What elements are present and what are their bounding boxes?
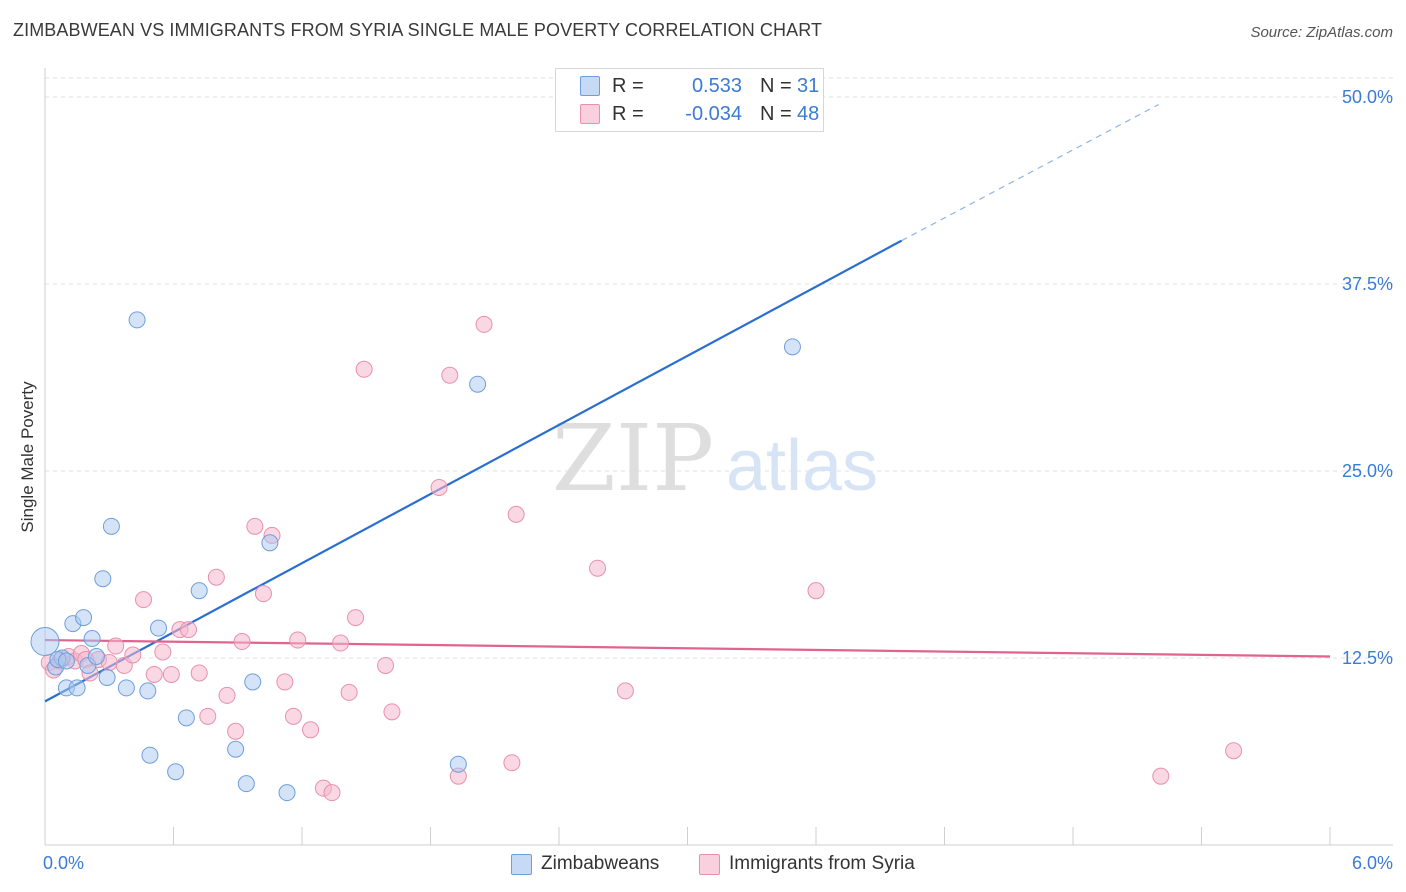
grid-lines (45, 77, 1393, 659)
x-tick-label: 6.0% (1352, 853, 1393, 873)
watermark-atlas: atlas (726, 426, 878, 506)
zimbabwean-point (261, 534, 279, 552)
zimbabwean-point (117, 679, 135, 697)
zimbabwean-point (237, 775, 255, 793)
syria-point (254, 585, 272, 603)
axes (44, 68, 1393, 846)
watermark: ZIP atlas (552, 405, 878, 512)
syria-point (323, 784, 341, 802)
syria-point (332, 634, 350, 652)
legend-r-label: R = (612, 103, 644, 125)
syria-point (475, 315, 493, 333)
syria-point (340, 683, 358, 701)
legend-n-value: 48 (797, 103, 820, 125)
legend-r-value: 0.533 (691, 75, 742, 97)
legend-label-syria: Immigrants from Syria (729, 853, 915, 874)
zimbabwean-point (167, 763, 185, 781)
data-points (30, 311, 1243, 802)
legend-r-label: R = (612, 75, 644, 97)
zimbabwean-point (57, 652, 75, 670)
zimbabwean-point (128, 311, 146, 329)
syria-point (162, 665, 180, 683)
syria-point (503, 754, 521, 772)
legend-swatch-pink (580, 104, 600, 124)
source-label: Source: ZipAtlas.com (1250, 24, 1393, 41)
syria-point (430, 478, 448, 496)
syria-point (190, 664, 208, 682)
watermark-zip: ZIP (552, 405, 714, 512)
syria-point (284, 707, 302, 725)
zimbabwean-point (102, 517, 120, 535)
zimbabwean-point (141, 746, 159, 764)
y-tick-label: 50.0% (1342, 87, 1393, 107)
syria-point (276, 673, 294, 691)
syria-point (107, 637, 125, 655)
syria-point (589, 559, 607, 577)
syria-trend-line (44, 638, 1331, 658)
syria-point (302, 721, 320, 739)
zimbabwean-point-large (30, 627, 60, 657)
legend-label-zimbabweans: Zimbabweans (541, 853, 660, 874)
syria-point (124, 646, 142, 664)
syria-point (145, 665, 163, 683)
y-tick-label: 12.5% (1342, 648, 1393, 668)
syria-point (233, 633, 251, 651)
legend-swatch-blue (580, 76, 600, 96)
zimbabwean-point (75, 609, 93, 627)
zimbabwean-point (68, 679, 86, 697)
zimbabwean-trend-extension (901, 103, 1159, 242)
zimbabwean-point (449, 755, 467, 773)
syria-point (1152, 767, 1170, 785)
zimbabwean-point (150, 619, 168, 637)
zimbabwean-point (469, 375, 487, 393)
zimbabwean-point (83, 630, 101, 648)
zimbabwean-point (177, 709, 195, 727)
legend-r-value: -0.034 (685, 103, 742, 125)
legend-n-label: N = (760, 75, 792, 97)
syria-point (441, 366, 459, 384)
x-tick-labels: 0.0% 6.0% (43, 853, 1393, 873)
syria-point (1225, 742, 1243, 760)
syria-point (616, 682, 634, 700)
correlation-legend: R = 0.533 N = 31 R = -0.034 N = 48 (555, 68, 824, 132)
legend-swatch-blue (511, 854, 532, 875)
syria-point (807, 582, 825, 600)
syria-point (207, 568, 225, 586)
syria-point (135, 591, 153, 609)
legend-n-label: N = (760, 103, 792, 125)
syria-point (154, 643, 172, 661)
zimbabwean-point (278, 784, 296, 802)
syria-point (383, 703, 401, 721)
syria-point (227, 722, 245, 740)
syria-point (179, 621, 197, 639)
x-tick-label: 0.0% (43, 853, 84, 873)
zimbabwean-point (244, 673, 262, 691)
syria-point (246, 517, 264, 535)
syria-point (289, 631, 307, 649)
zimbabwean-point (139, 682, 157, 700)
syria-point (218, 686, 236, 704)
legend-swatch-pink (699, 854, 720, 875)
syria-point (347, 609, 365, 627)
zimbabwean-point (98, 668, 116, 686)
chart-title: ZIMBABWEAN VS IMMIGRANTS FROM SYRIA SING… (13, 20, 823, 40)
syria-point (507, 505, 525, 523)
series-legend: Zimbabweans Immigrants from Syria (0, 852, 1406, 876)
syria-point (355, 360, 373, 378)
zimbabwean-point (190, 582, 208, 600)
y-tick-labels: 12.5% 25.0% 37.5% 50.0% (1342, 87, 1393, 668)
y-tick-label: 25.0% (1342, 461, 1393, 481)
y-axis-label: Single Male Poverty (18, 381, 37, 533)
zimbabwean-point (94, 570, 112, 588)
zimbabwean-point (227, 740, 245, 758)
y-tick-label: 37.5% (1342, 274, 1393, 294)
syria-point (199, 707, 217, 725)
trend-lines (44, 103, 1331, 703)
zimbabwean-point (87, 648, 105, 666)
legend-n-value: 31 (797, 75, 820, 97)
zimbabwean-point (783, 338, 801, 356)
syria-point (377, 656, 395, 674)
